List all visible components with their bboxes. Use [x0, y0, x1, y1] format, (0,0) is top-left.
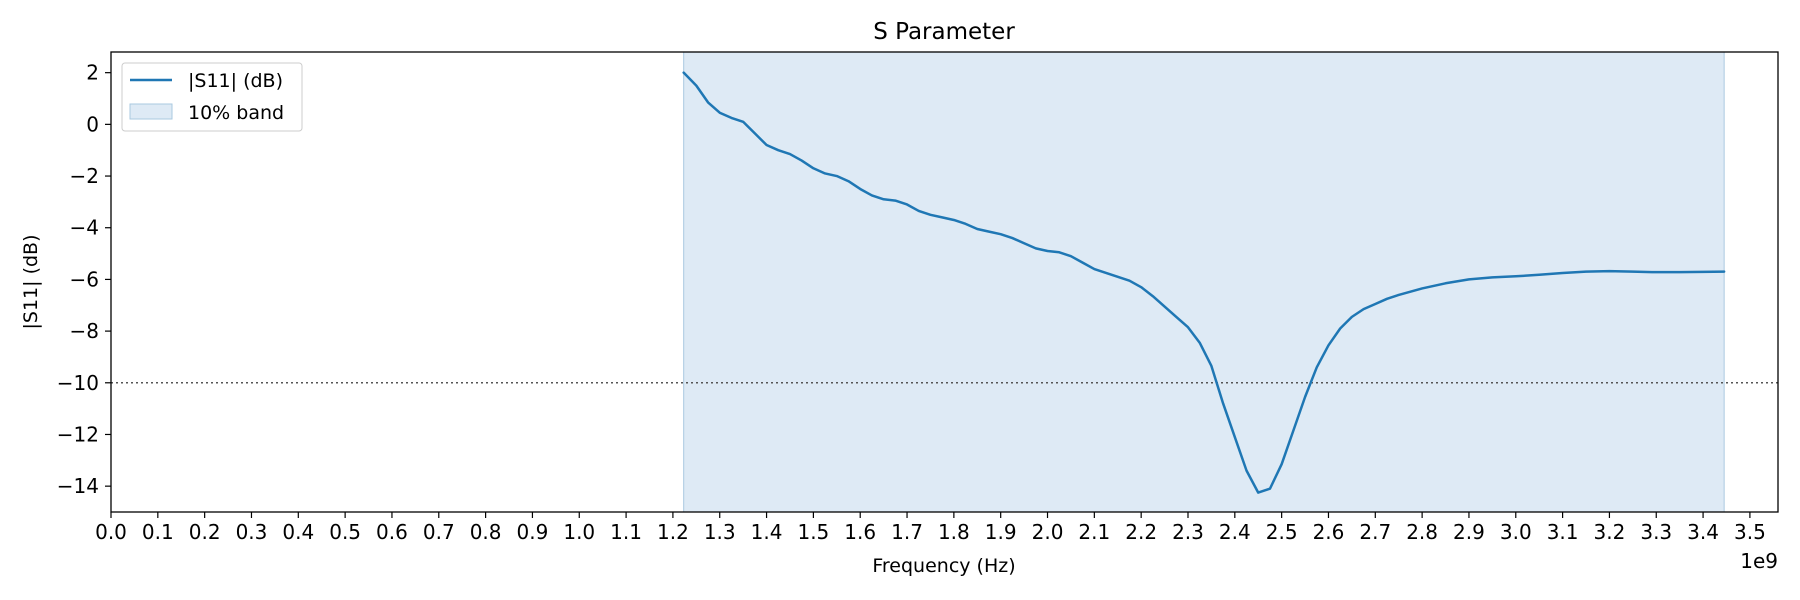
x-tick-label: 2.1: [1078, 520, 1110, 544]
plot-frame: [110, 51, 1779, 513]
x-tick-label: 1.7: [891, 520, 923, 544]
x-tick-label: 1.6: [844, 520, 876, 544]
x-tick-label: 3.1: [1547, 520, 1579, 544]
x-tick-label: 1.8: [938, 520, 970, 544]
x-tick-label: 2.8: [1406, 520, 1438, 544]
legend-band-swatch: [129, 103, 173, 120]
legend: |S11| (dB) 10% band: [121, 62, 303, 132]
x-tick-label: 2.2: [1125, 520, 1157, 544]
x-tick-label: 0.8: [470, 520, 502, 544]
y-tick-label: −10: [57, 371, 99, 395]
x-tick-label: 2.7: [1359, 520, 1391, 544]
y-tick-label: 2: [86, 61, 99, 85]
x-tick-label: 0.6: [376, 520, 408, 544]
x-tick-label: 0.4: [282, 520, 314, 544]
x-tick-label: 1.3: [704, 520, 736, 544]
x-tick-label: 2.9: [1453, 520, 1485, 544]
y-tick-label: −8: [70, 319, 99, 343]
x-tick-label: 3.2: [1594, 520, 1626, 544]
x-tick-label: 0.3: [236, 520, 268, 544]
x-tick-label: 1.9: [985, 520, 1017, 544]
x-tick-label: 0.5: [329, 520, 361, 544]
y-axis: 2 0 −2 −4 −6 −8 −10 −12 −14: [57, 61, 111, 498]
x-axis: 0.0 0.1 0.2 0.3 0.4 0.5 0.6 0.7 0.8 0.9 1.0 1.1 1.2 1…: [95, 512, 1766, 544]
ten-percent-band: [683, 51, 1725, 513]
x-tick-label: 0.1: [142, 520, 174, 544]
x-tick-label: 0.2: [189, 520, 221, 544]
x-tick-label: 1.1: [610, 520, 642, 544]
x-tick-label: 1.0: [563, 520, 595, 544]
x-offset-text: 1e9: [1740, 549, 1778, 573]
x-tick-label: 2.5: [1266, 520, 1298, 544]
legend-band-label: 10% band: [188, 102, 284, 124]
x-tick-label: 1.4: [751, 520, 783, 544]
x-tick-label: 3.3: [1640, 520, 1672, 544]
y-tick-label: 0: [86, 112, 99, 136]
x-tick-label: 0.0: [95, 520, 127, 544]
x-axis-label: Frequency (Hz): [872, 555, 1015, 577]
x-tick-label: 1.5: [797, 520, 829, 544]
x-tick-label: 3.4: [1687, 520, 1719, 544]
x-tick-label: 0.9: [517, 520, 549, 544]
legend-series-label: |S11| (dB): [188, 70, 283, 92]
x-tick-label: 3.5: [1734, 520, 1766, 544]
y-tick-label: −2: [70, 164, 99, 188]
x-tick-label: 2.4: [1219, 520, 1251, 544]
x-tick-label: 3.0: [1500, 520, 1532, 544]
y-tick-label: −12: [57, 422, 99, 446]
x-tick-label: 1.2: [657, 520, 689, 544]
x-tick-label: 2.0: [1032, 520, 1064, 544]
series-group: [682, 71, 1726, 494]
chart-title: S Parameter: [873, 19, 1015, 45]
x-tick-label: 0.7: [423, 520, 455, 544]
x-tick-label: 2.3: [1172, 520, 1204, 544]
y-axis-label: |S11| (dB): [20, 235, 42, 330]
x-tick-label: 2.6: [1313, 520, 1345, 544]
y-tick-label: −14: [57, 474, 99, 498]
y-tick-label: −4: [70, 216, 99, 240]
y-tick-label: −6: [70, 267, 99, 291]
series-line-s11: [682, 71, 1726, 494]
